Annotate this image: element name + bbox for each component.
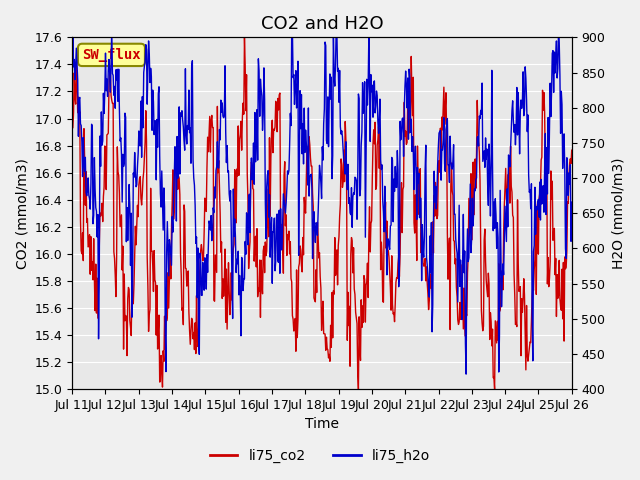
Legend: li75_co2, li75_h2o: li75_co2, li75_h2o [204, 443, 436, 468]
X-axis label: Time: Time [305, 418, 339, 432]
li75_co2 [129, 292, 136, 298]
li75_co2 [568, 147, 575, 153]
li75_h2o [397, 128, 405, 134]
li75_h2o [68, 83, 76, 88]
Title: CO2 and H2O: CO2 and H2O [260, 15, 383, 33]
li75_h2o [108, 27, 116, 33]
li75_co2 [68, 125, 76, 131]
li75_co2 [179, 322, 187, 327]
li75_h2o [129, 170, 137, 176]
li75_co2 [398, 230, 406, 236]
li75_co2 [384, 247, 392, 253]
li75_h2o [568, 199, 575, 205]
li75_h2o [180, 138, 188, 144]
li75_h2o [77, 122, 85, 128]
Line: li75_co2: li75_co2 [72, 37, 572, 389]
Text: SW_flux: SW_flux [82, 48, 141, 62]
li75_h2o [383, 272, 391, 278]
li75_co2 [77, 248, 85, 253]
li75_co2 [241, 35, 248, 40]
li75_co2 [355, 386, 362, 392]
li75_h2o [207, 227, 214, 233]
li75_h2o [462, 371, 470, 377]
Line: li75_h2o: li75_h2o [72, 30, 572, 374]
Y-axis label: H2O (mmol/m3): H2O (mmol/m3) [611, 157, 625, 269]
li75_co2 [206, 114, 214, 120]
Y-axis label: CO2 (mmol/m3): CO2 (mmol/m3) [15, 158, 29, 269]
